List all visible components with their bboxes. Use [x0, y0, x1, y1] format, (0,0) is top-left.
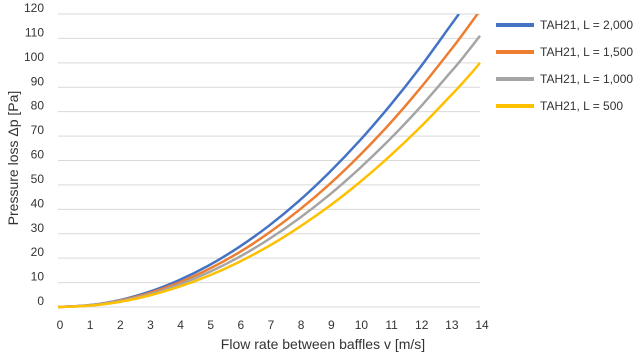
x-tick-label: 1 — [87, 318, 94, 332]
y-tick-label: 110 — [25, 25, 44, 39]
y-axis-title: Pressure loss Δp [Pa] — [5, 91, 21, 226]
legend-label: TAH21, L = 500 — [540, 99, 623, 113]
y-tick-label: 60 — [31, 148, 45, 162]
x-tick-label: 8 — [298, 318, 305, 332]
x-tick-label: 6 — [238, 318, 245, 332]
y-tick-label: 20 — [31, 245, 45, 259]
x-tick-label: 7 — [268, 318, 275, 332]
legend-label: TAH21, L = 1,500 — [540, 45, 633, 59]
x-tick-label: 13 — [445, 318, 459, 332]
y-tick-label: 40 — [31, 196, 45, 210]
y-tick-label: 30 — [31, 221, 45, 235]
legend: TAH21, L = 2,000 TAH21, L = 1,500 TAH21, L… — [496, 18, 633, 113]
y-tick-label: 10 — [31, 270, 45, 284]
x-tick-label: 3 — [147, 318, 154, 332]
x-tick-label: 10 — [355, 318, 369, 332]
y-tick-label: 50 — [31, 172, 45, 186]
legend-label: TAH21, L = 2,000 — [540, 18, 633, 32]
y-tick-label: 90 — [31, 74, 45, 88]
x-tick-label: 0 — [57, 318, 64, 332]
series-line-2 — [57, 14, 479, 309]
series-line-3 — [57, 34, 481, 309]
y-tick-label: 100 — [24, 50, 44, 64]
x-tick-label: 12 — [415, 318, 429, 332]
x-tick-label: 2 — [117, 318, 124, 332]
x-tick-label: 14 — [475, 318, 489, 332]
series-lines — [57, 14, 481, 309]
y-tick-label: 120 — [24, 1, 44, 15]
x-axis-title: Flow rate between baffles v [m/s] — [221, 336, 425, 352]
y-tick-label: 0 — [37, 294, 44, 308]
series-line-4 — [57, 62, 481, 309]
y-tick-label: 70 — [31, 123, 45, 137]
x-tick-label: 5 — [207, 318, 214, 332]
x-tick-label: 4 — [177, 318, 184, 332]
legend-label: TAH21, L = 1,000 — [540, 72, 633, 86]
x-tick-label: 11 — [385, 318, 398, 332]
y-tick-label: 80 — [31, 99, 45, 113]
gridlines — [58, 13, 480, 308]
x-tick-label: 9 — [328, 318, 335, 332]
